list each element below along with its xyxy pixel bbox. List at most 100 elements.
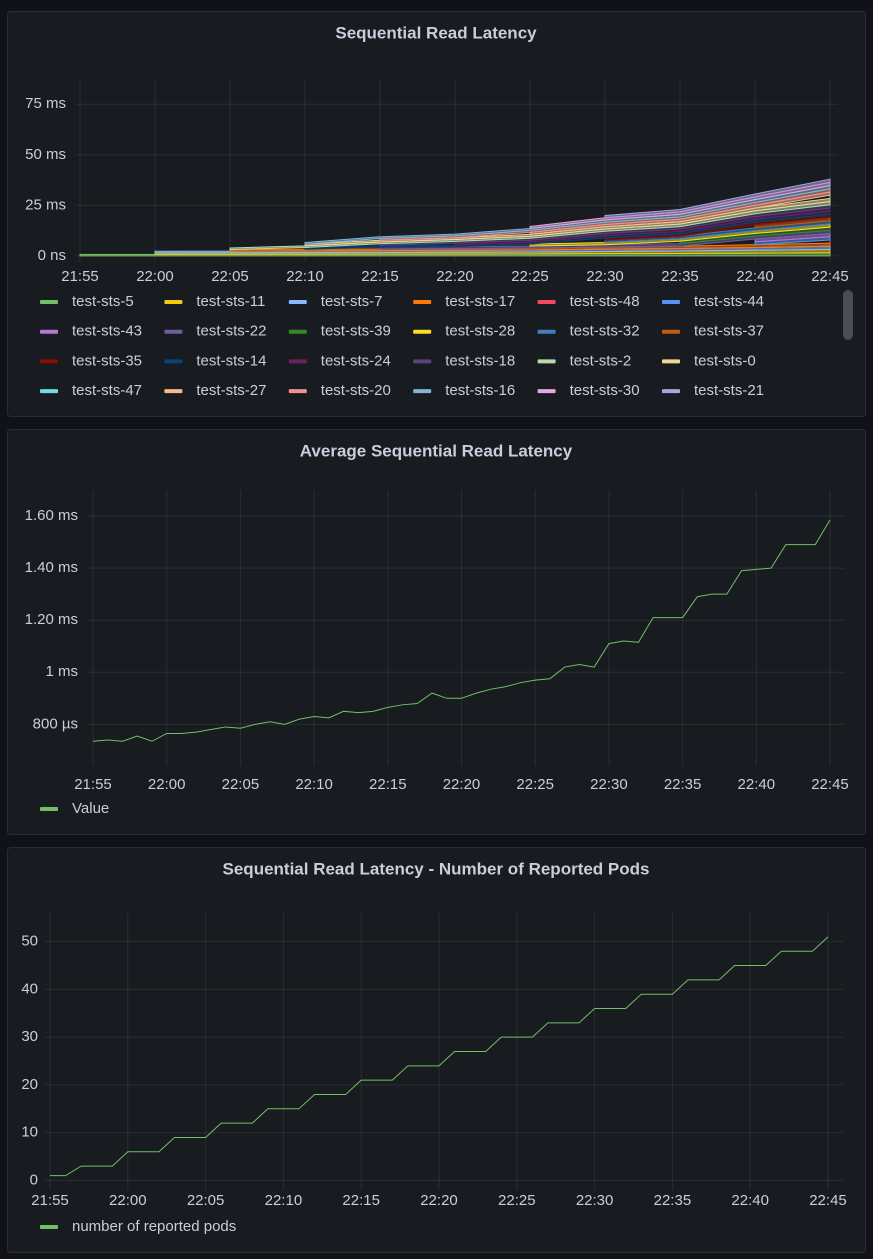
legend-swatch bbox=[413, 389, 432, 394]
legend-swatch bbox=[164, 329, 183, 334]
legend-swatch bbox=[662, 389, 680, 394]
legend-swatch bbox=[40, 359, 58, 364]
legend-swatch bbox=[413, 300, 432, 304]
x-tick-label: 22:40 bbox=[731, 1192, 769, 1209]
panel-title: Average Sequential Read Latency bbox=[300, 441, 573, 460]
legend-swatch bbox=[164, 389, 183, 394]
x-tick-label: 22:30 bbox=[586, 268, 624, 285]
x-tick-label: 21:55 bbox=[61, 268, 99, 285]
y-tick-label: 1.40 ms bbox=[25, 559, 78, 576]
y-tick-label: 800 µs bbox=[33, 715, 78, 732]
legend-label: test-sts-35 bbox=[72, 352, 142, 369]
legend-label: test-sts-39 bbox=[321, 323, 391, 340]
legend-swatch bbox=[288, 300, 307, 304]
legend-label: test-sts-18 bbox=[445, 352, 515, 369]
y-tick-label: 75 ms bbox=[25, 95, 66, 112]
y-tick-label: 1 ms bbox=[45, 663, 78, 680]
legend-swatch bbox=[288, 359, 307, 364]
legend-swatch bbox=[413, 359, 432, 364]
legend-label: number of reported pods bbox=[72, 1218, 236, 1235]
x-tick-label: 22:10 bbox=[286, 268, 324, 285]
legend-label: test-sts-28 bbox=[445, 323, 515, 340]
panel-title: Sequential Read Latency - Number of Repo… bbox=[223, 859, 650, 878]
x-tick-label: 22:35 bbox=[654, 1192, 692, 1209]
legend-swatch bbox=[537, 359, 556, 364]
legend-label: test-sts-21 bbox=[694, 382, 764, 399]
x-tick-label: 22:05 bbox=[211, 268, 249, 285]
x-tick-label: 22:15 bbox=[369, 776, 407, 793]
x-tick-label: 22:20 bbox=[436, 268, 474, 285]
legend-label: test-sts-0 bbox=[694, 352, 756, 369]
legend-label: test-sts-27 bbox=[196, 382, 266, 399]
legend-swatch bbox=[164, 300, 183, 304]
legend-swatch bbox=[288, 329, 307, 334]
y-tick-label: 1.60 ms bbox=[25, 507, 78, 524]
legend-swatch bbox=[40, 807, 58, 811]
x-tick-label: 22:00 bbox=[148, 776, 186, 793]
legend-label: test-sts-2 bbox=[570, 352, 632, 369]
legend-label: test-sts-47 bbox=[72, 382, 142, 399]
x-tick-label: 22:20 bbox=[420, 1192, 458, 1209]
legend-label: test-sts-7 bbox=[321, 293, 383, 310]
y-tick-label: 25 ms bbox=[25, 196, 66, 213]
x-tick-label: 21:55 bbox=[31, 1192, 69, 1209]
series-line bbox=[50, 936, 829, 1177]
legend-scrollbar[interactable] bbox=[843, 290, 853, 340]
legend-label: test-sts-24 bbox=[321, 352, 391, 369]
legend-swatch bbox=[537, 300, 556, 304]
legend-label: test-sts-37 bbox=[694, 323, 764, 340]
x-tick-label: 22:15 bbox=[361, 268, 399, 285]
x-tick-label: 22:25 bbox=[498, 1192, 536, 1209]
x-tick-label: 22:10 bbox=[265, 1192, 303, 1209]
legend-label: test-sts-32 bbox=[570, 323, 640, 340]
x-tick-label: 22:45 bbox=[811, 268, 849, 285]
x-tick-label: 22:20 bbox=[443, 776, 481, 793]
x-tick-label: 22:25 bbox=[516, 776, 554, 793]
x-tick-label: 21:55 bbox=[74, 776, 112, 793]
panel-title: Sequential Read Latency bbox=[335, 23, 537, 42]
legend-label: test-sts-30 bbox=[570, 382, 640, 399]
panel bbox=[7, 429, 866, 835]
y-tick-label: 50 bbox=[21, 933, 38, 950]
x-tick-label: 22:00 bbox=[109, 1192, 147, 1209]
legend-swatch bbox=[413, 329, 432, 334]
legend-swatch bbox=[164, 359, 183, 364]
y-tick-label: 30 bbox=[21, 1028, 38, 1045]
legend-swatch bbox=[40, 329, 58, 334]
legend-label: test-sts-17 bbox=[445, 293, 515, 310]
y-tick-label: 50 ms bbox=[25, 146, 66, 163]
stacked-area bbox=[304, 184, 831, 245]
legend-swatch bbox=[40, 389, 58, 394]
x-tick-label: 22:35 bbox=[664, 776, 702, 793]
y-tick-label: 40 bbox=[21, 980, 38, 997]
x-tick-label: 22:05 bbox=[222, 776, 260, 793]
legend-swatch bbox=[537, 389, 556, 394]
stacked-area bbox=[304, 197, 831, 247]
y-tick-label: 10 bbox=[21, 1124, 38, 1141]
y-tick-label: 0 ns bbox=[38, 247, 66, 264]
legend-label: Value bbox=[72, 800, 109, 817]
legend-swatch bbox=[288, 389, 307, 394]
x-tick-label: 22:40 bbox=[736, 268, 774, 285]
legend-swatch bbox=[662, 329, 680, 334]
x-tick-label: 22:25 bbox=[511, 268, 549, 285]
stacked-area bbox=[604, 178, 831, 219]
x-tick-label: 22:30 bbox=[590, 776, 628, 793]
y-tick-label: 0 bbox=[30, 1171, 38, 1188]
x-tick-label: 22:00 bbox=[136, 268, 174, 285]
panel bbox=[7, 11, 866, 417]
y-tick-label: 20 bbox=[21, 1076, 38, 1093]
x-tick-label: 22:05 bbox=[187, 1192, 225, 1209]
legend-label: test-sts-16 bbox=[445, 382, 515, 399]
legend-swatch bbox=[662, 300, 680, 304]
legend-label: test-sts-11 bbox=[196, 293, 265, 310]
x-tick-label: 22:45 bbox=[809, 1192, 847, 1209]
legend-label: test-sts-22 bbox=[196, 323, 266, 340]
x-tick-label: 22:30 bbox=[576, 1192, 614, 1209]
x-tick-label: 22:45 bbox=[811, 776, 849, 793]
series-line bbox=[92, 519, 831, 742]
legend-swatch bbox=[40, 300, 58, 304]
x-tick-label: 22:40 bbox=[738, 776, 776, 793]
